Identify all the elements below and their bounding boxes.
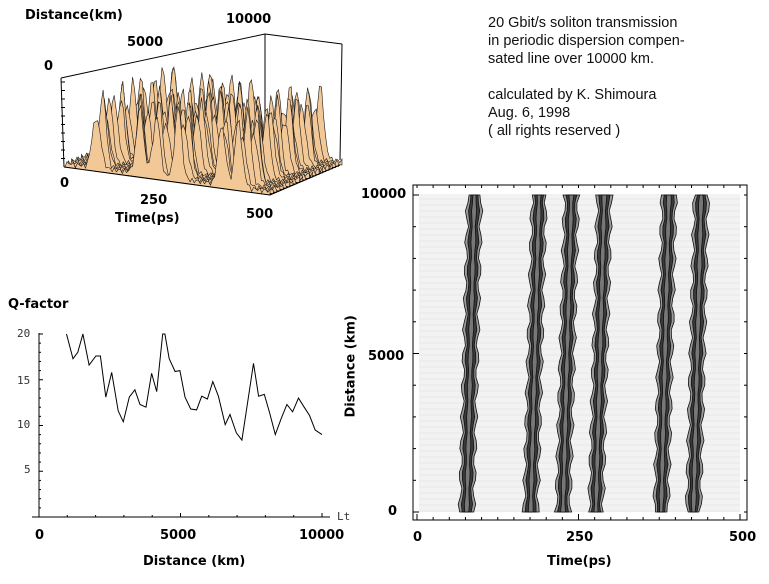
q-x-end-label: Lt: [337, 510, 351, 523]
surface-xtick-500: 500: [246, 207, 274, 222]
pulse-track-core: [593, 194, 608, 513]
q-ytick-5: 5: [24, 463, 31, 476]
c-ytick-5000: 5000: [368, 349, 405, 364]
c-ytick-0: 0: [388, 504, 398, 519]
pulse-track-core: [560, 194, 575, 513]
surface-xtick-0: 0: [60, 176, 70, 191]
box-front-edge: [63, 164, 341, 196]
q-ytick-10: 10: [17, 418, 31, 431]
pulse-track-core: [463, 194, 478, 513]
box-right-edge: [339, 43, 343, 161]
surface-xtick-250: 250: [140, 193, 168, 208]
surface-ytick-0: 0: [44, 59, 54, 74]
surface-ytick-5000: 5000: [127, 35, 164, 50]
caption-text: 20 Gbit/s soliton transmission in period…: [488, 14, 685, 140]
caption-line: Aug. 6, 1998: [488, 105, 571, 121]
caption-line: calculated by K. Shimoura: [488, 87, 657, 103]
c-xtick-0: 0: [413, 530, 423, 545]
q-xtick-0: 0: [35, 528, 45, 543]
caption-line: in periodic dispersion compen-: [488, 33, 685, 49]
pulse-track-core: [658, 194, 672, 513]
q-xtick-10000: 10000: [299, 528, 345, 543]
q-factor-series-line: [66, 333, 323, 442]
caption-line: sated line over 10000 km.: [488, 51, 655, 67]
c-xtick-250: 250: [566, 530, 594, 545]
pulse-track-core: [690, 194, 704, 513]
c-xlabel: Time(ps): [547, 554, 612, 569]
c-ytick-10000: 10000: [361, 187, 407, 202]
surface-xlabel: Time(ps): [115, 211, 180, 226]
surface-slice: [64, 105, 271, 196]
caption-line: 20 Gbit/s soliton transmission: [488, 15, 678, 31]
q-xlabel: Distance (km): [143, 554, 246, 569]
box-left-edge: [60, 77, 65, 168]
q-xtick-5000: 5000: [160, 528, 197, 543]
q-ytick-20: 20: [17, 327, 31, 340]
pulse-track-core: [527, 194, 542, 513]
surface-ytick-10000: 10000: [226, 12, 272, 27]
c-ylabel: Distance (km): [343, 315, 359, 418]
c-xtick-500: 500: [729, 530, 757, 545]
q-ytick-15: 15: [17, 374, 31, 387]
caption-line: ( all rights reserved ): [488, 123, 621, 139]
surface-ylabel: Distance(km): [25, 8, 123, 23]
q-factor-title: Q-factor: [8, 297, 69, 312]
